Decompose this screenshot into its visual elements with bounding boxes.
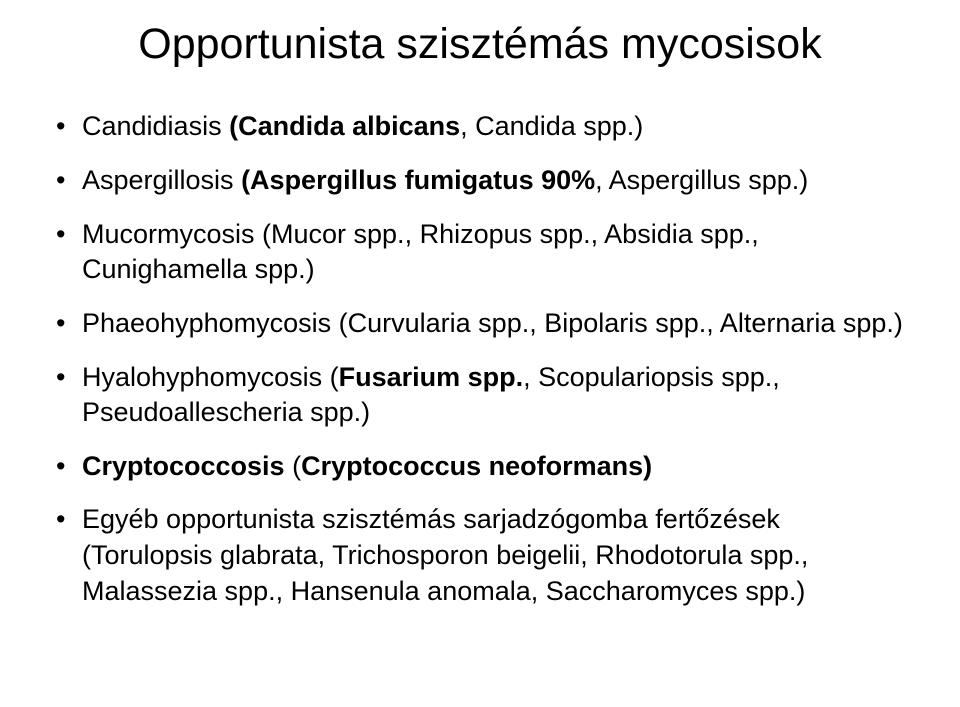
text-bold: Cryptococcus neoformans) xyxy=(301,451,652,481)
text-segment: Aspergillosis xyxy=(82,165,241,195)
slide-title: Opportunista szisztémás mycosisok xyxy=(50,20,910,69)
slide: Opportunista szisztémás mycosisok Candid… xyxy=(0,0,960,707)
bullet-list: Candidiasis (Candida albicans, Candida s… xyxy=(50,109,910,609)
text-segment: Egyéb opportunista szisztémás sarjadzógo… xyxy=(82,504,808,605)
list-item: Aspergillosis (Aspergillus fumigatus 90%… xyxy=(50,163,910,199)
list-item: Cryptococcosis (Cryptococcus neoformans) xyxy=(50,449,910,485)
text-segment: Mucormycosis (Mucor spp., Rhizopus spp.,… xyxy=(82,219,759,285)
text-bold: Fusarium spp. xyxy=(339,362,524,392)
list-item: Egyéb opportunista szisztémás sarjadzógo… xyxy=(50,502,910,609)
list-item: Candidiasis (Candida albicans, Candida s… xyxy=(50,109,910,145)
text-bold: (Candida albicans xyxy=(229,111,460,141)
text-segment: Candidiasis xyxy=(82,111,229,141)
text-segment: ( xyxy=(285,451,302,481)
text-segment: , Candida spp.) xyxy=(460,111,643,141)
list-item: Phaeohyphomycosis (Curvularia spp., Bipo… xyxy=(50,306,910,342)
text-segment: Hyalohyphomycosis ( xyxy=(82,362,339,392)
text-segment: Phaeohyphomycosis (Curvularia spp., Bipo… xyxy=(82,308,903,338)
text-bold: Cryptococcosis xyxy=(82,451,285,481)
text-segment: , Aspergillus spp.) xyxy=(595,165,808,195)
list-item: Mucormycosis (Mucor spp., Rhizopus spp.,… xyxy=(50,217,910,288)
list-item: Hyalohyphomycosis (Fusarium spp., Scopul… xyxy=(50,360,910,431)
text-bold: (Aspergillus fumigatus 90% xyxy=(241,165,595,195)
